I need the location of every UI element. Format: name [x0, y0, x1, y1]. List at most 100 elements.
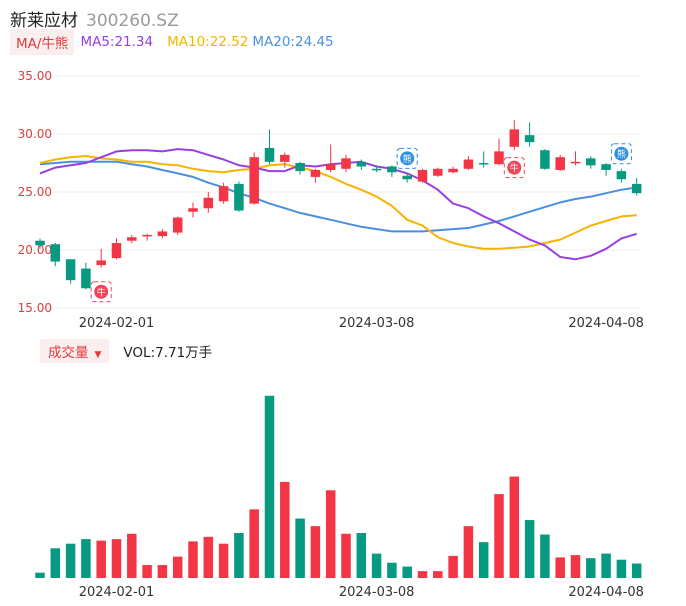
bear-marker-icon — [614, 146, 629, 161]
candle-body — [142, 234, 152, 237]
volume-bar — [341, 533, 351, 578]
bull-marker-icon — [94, 284, 109, 299]
ma5-line — [39, 148, 637, 261]
ma20-line — [39, 160, 637, 233]
volume-indicator-selector[interactable]: 成交量 ▼ — [40, 339, 110, 363]
candle-body — [463, 159, 474, 169]
volume-bar — [142, 565, 152, 578]
volume-bar — [96, 540, 106, 578]
volume-bar — [325, 490, 336, 578]
caret-down-icon: ▼ — [94, 350, 102, 360]
volume-bar — [494, 494, 504, 578]
volume-bar — [463, 526, 474, 578]
price-date-label: 2024-02-01 — [79, 316, 155, 331]
bull-marker-frame — [90, 281, 112, 303]
ma5-label: MA5:21.34 — [80, 34, 154, 50]
candle-body — [356, 161, 367, 167]
volume-bar — [356, 533, 367, 578]
candle-body — [509, 129, 520, 147]
candle-body — [555, 157, 565, 170]
candle-body — [249, 157, 259, 204]
bull-marker-frame — [503, 157, 525, 179]
volume-bar — [387, 562, 397, 578]
volume-bar — [35, 572, 45, 578]
volume-bar — [172, 556, 183, 578]
candle-body — [417, 169, 428, 182]
volume-value: VOL:7.71万手 — [123, 345, 213, 361]
stock-name: 新莱应材 — [10, 11, 78, 31]
candle-body — [203, 197, 214, 209]
volume-bar — [448, 555, 458, 578]
ma-legend: MA/牛熊 MA5:21.34 MA10:22.52 MA20:24.45 — [10, 29, 334, 55]
volume-bar — [157, 565, 168, 578]
candle-body — [188, 208, 198, 212]
volume-bar — [371, 553, 382, 578]
volume-bar — [417, 571, 428, 578]
volume-bar — [310, 526, 321, 578]
volume-tag-label: 成交量 — [48, 345, 89, 361]
candle-body — [448, 168, 458, 173]
volume-bar — [264, 395, 275, 578]
candle-body — [586, 158, 596, 166]
volume-date-label: 2024-03-08 — [339, 585, 415, 600]
volume-bar — [295, 518, 305, 578]
price-tick-label: 35.00 — [18, 69, 52, 83]
candle-body — [478, 163, 489, 165]
ma-selector-button[interactable]: MA/牛熊 — [10, 29, 75, 55]
volume-bar — [524, 520, 535, 578]
bear-marker-frame — [610, 143, 632, 165]
price-tick-label: 25.00 — [18, 185, 52, 199]
candle-body — [570, 161, 581, 164]
volume-date-label: 2024-04-08 — [568, 585, 644, 600]
price-tick-label: 15.00 — [18, 301, 52, 315]
candle-body — [341, 158, 351, 169]
price-tick-label: 20.00 — [18, 243, 52, 257]
volume-bar — [555, 557, 565, 578]
candle-body — [325, 164, 336, 170]
candle-body — [494, 151, 504, 165]
volume-bar — [81, 539, 91, 578]
price-date-label: 2024-04-08 — [568, 316, 644, 331]
volume-bar — [111, 539, 122, 578]
volume-bar — [50, 548, 61, 578]
stock-code: 300260.SZ — [86, 11, 179, 31]
volume-bar — [586, 558, 596, 578]
volume-legend: 成交量 ▼ VOL:7.71万手 — [40, 339, 213, 363]
volume-bar — [203, 536, 214, 578]
candle-body — [81, 268, 91, 289]
candle-body — [50, 244, 61, 262]
ma10-label: MA10:22.52 — [167, 34, 249, 50]
volume-bar — [188, 541, 198, 578]
volume-bar — [509, 476, 520, 578]
volume-bar — [280, 481, 290, 578]
volume-bar — [65, 543, 76, 578]
bull-marker-glyph: 牛 — [97, 286, 106, 298]
candle-body — [111, 243, 122, 259]
candle-body — [540, 150, 550, 169]
volume-bar — [540, 534, 550, 578]
candle-body — [65, 259, 76, 281]
volume-bar — [631, 563, 642, 578]
volume-bar — [234, 533, 244, 578]
volume-date-label: 2024-02-01 — [79, 585, 155, 600]
bear-marker-icon — [400, 151, 415, 166]
candle-body — [631, 183, 642, 194]
candle-body — [402, 175, 412, 180]
candle-body — [157, 231, 168, 237]
bear-marker-glyph: 熊 — [403, 153, 412, 165]
bear-marker-glyph: 熊 — [617, 148, 626, 160]
candle-body — [35, 240, 45, 246]
candle-body — [616, 171, 627, 180]
price-date-label: 2024-03-08 — [339, 316, 415, 331]
candle-body — [218, 186, 229, 202]
volume-bar — [402, 566, 412, 578]
volume-bar — [601, 553, 611, 578]
candle-body — [387, 166, 397, 173]
stock-title: 新莱应材 300260.SZ — [10, 6, 179, 31]
candle-body — [371, 168, 382, 171]
bull-marker-icon — [507, 160, 522, 175]
candle-body — [234, 183, 244, 211]
volume-bar — [218, 543, 229, 578]
ma10-line — [39, 155, 637, 250]
